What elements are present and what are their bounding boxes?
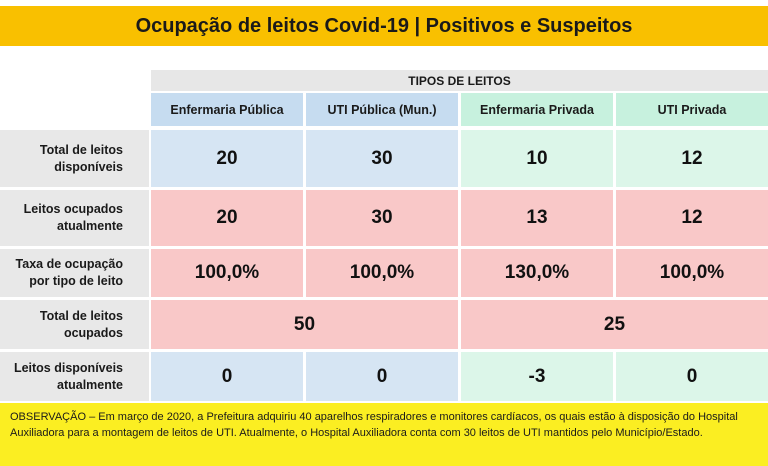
cell-disponiveis-enfermaria-publica: 0 [151,352,303,401]
cell-ocupados-enfermaria-publica: 20 [151,190,303,246]
cell-taxa-enfermaria-publica: 100,0% [151,249,303,297]
cell-total-disponiveis-uti-privada: 12 [616,130,768,187]
cell-taxa-enfermaria-privada: 130,0% [461,249,613,297]
cell-taxa-uti-privada: 100,0% [616,249,768,297]
column-header-uti-publica: UTI Pública (Mun.) [306,93,458,126]
row-label-taxa-ocupacao: Taxa de ocupação por tipo de leito [0,249,149,297]
page-title: Ocupação de leitos Covid-19 | Positivos … [0,6,768,46]
cell-disponiveis-enfermaria-privada: -3 [461,352,613,401]
row-label-total-disponiveis: Total de leitos disponíveis [0,130,149,187]
cell-disponiveis-uti-publica: 0 [306,352,458,401]
row-label-ocupados-atualmente: Leitos ocupados atualmente [0,190,149,246]
cell-taxa-uti-publica: 100,0% [306,249,458,297]
group-header-tipos-de-leitos: TIPOS DE LEITOS [151,70,768,91]
cell-total-ocupados-privado: 25 [461,300,768,349]
column-header-enfermaria-privada: Enfermaria Privada [461,93,613,126]
cell-total-disponiveis-uti-publica: 30 [306,130,458,187]
cell-disponiveis-uti-privada: 0 [616,352,768,401]
row-label-total-ocupados: Total de leitos ocupados [0,300,149,349]
cell-ocupados-enfermaria-privada: 13 [461,190,613,246]
cell-total-disponiveis-enfermaria-privada: 10 [461,130,613,187]
cell-ocupados-uti-privada: 12 [616,190,768,246]
cell-total-ocupados-publico: 50 [151,300,458,349]
column-header-enfermaria-publica: Enfermaria Pública [151,93,303,126]
column-header-uti-privada: UTI Privada [616,93,768,126]
row-label-disponiveis-atualmente: Leitos disponíveis atualmente [0,352,149,401]
cell-ocupados-uti-publica: 30 [306,190,458,246]
cell-total-disponiveis-enfermaria-publica: 20 [151,130,303,187]
observation-note: OBSERVAÇÃO – Em março de 2020, a Prefeit… [0,403,768,466]
